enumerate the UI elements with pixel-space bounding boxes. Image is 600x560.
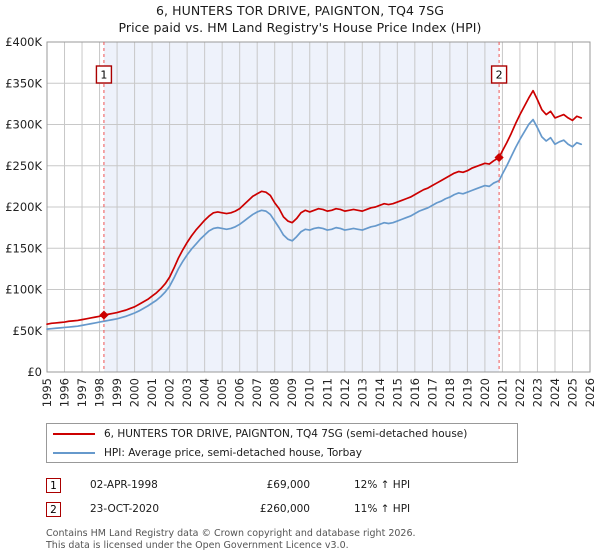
x-axis-tick-label: 2009 bbox=[285, 378, 299, 407]
x-axis-tick-label: 2010 bbox=[303, 378, 317, 407]
x-axis-tick-label: 2023 bbox=[530, 378, 544, 407]
y-axis-tick-label: £300K bbox=[5, 118, 42, 132]
y-axis-tick-label: £0 bbox=[27, 365, 42, 379]
x-axis-tick-label: 2019 bbox=[460, 378, 474, 407]
x-axis-tick-label: 2002 bbox=[163, 378, 177, 407]
transaction-price-1: £69,000 bbox=[266, 479, 310, 491]
x-axis-tick-label: 2011 bbox=[320, 378, 334, 407]
x-axis-tick-label: 1999 bbox=[110, 378, 124, 407]
footer-line-copyright: Contains HM Land Registry data © Crown c… bbox=[46, 528, 416, 539]
x-axis-tick-label: 2020 bbox=[478, 378, 492, 407]
x-axis-tick-label: 2008 bbox=[268, 378, 282, 407]
footer-line-licence: This data is licensed under the Open Gov… bbox=[46, 539, 349, 551]
legend-label-hpi: HPI: Average price, semi-detached house,… bbox=[104, 446, 362, 459]
x-axis-tick-label: 1998 bbox=[93, 378, 107, 407]
x-axis-tick-label: 2026 bbox=[583, 378, 597, 407]
table-row: 2 23-OCT-2020 £260,000 11% ↑ HPI bbox=[46, 497, 506, 521]
x-axis-tick-label: 2012 bbox=[338, 378, 352, 407]
x-axis-tick-label: 2021 bbox=[495, 378, 509, 407]
transaction-date-1: 02-APR-1998 bbox=[90, 479, 158, 491]
transaction-delta-2: 11% ↑ HPI bbox=[354, 503, 411, 515]
x-axis-tick-label: 2014 bbox=[373, 378, 387, 407]
x-axis-tick-label: 2016 bbox=[408, 378, 422, 407]
marker-point-1 bbox=[99, 310, 109, 320]
legend-item-hpi: HPI: Average price, semi-detached house,… bbox=[47, 443, 517, 462]
transactions-table: 1 02-APR-1998 £69,000 12% ↑ HPI 2 23-OCT… bbox=[46, 473, 506, 521]
chart-legend: 6, HUNTERS TOR DRIVE, PAIGNTON, TQ4 7SG … bbox=[46, 423, 518, 463]
x-axis-tick-label: 2018 bbox=[443, 378, 457, 407]
chart-title: 6, HUNTERS TOR DRIVE, PAIGNTON, TQ4 7SG bbox=[155, 3, 445, 18]
x-axis-tick-label: 2024 bbox=[548, 378, 562, 407]
plot-border bbox=[46, 41, 591, 373]
x-axis-tick-label: 1995 bbox=[40, 378, 54, 407]
footer-attribution: Contains HM Land Registry data © Crown c… bbox=[46, 528, 566, 551]
x-axis-tick-label: 2001 bbox=[145, 378, 159, 407]
x-axis-tick-label: 2005 bbox=[215, 378, 229, 407]
transaction-price-2: £260,000 bbox=[259, 503, 310, 515]
y-axis-tick-label: £350K bbox=[5, 76, 42, 90]
legend-item-property: 6, HUNTERS TOR DRIVE, PAIGNTON, TQ4 7SG … bbox=[47, 424, 517, 443]
marker-point-2 bbox=[494, 152, 504, 163]
legend-swatch-blue-icon bbox=[53, 451, 95, 454]
x-axis-tick-label: 2003 bbox=[180, 378, 194, 407]
y-axis-tick-label: £400K bbox=[5, 35, 42, 49]
transaction-date-2: 23-OCT-2020 bbox=[90, 503, 159, 515]
transaction-badge-2: 2 bbox=[46, 501, 61, 517]
marker-box-1 bbox=[95, 65, 113, 84]
legend-swatch-red-icon bbox=[53, 432, 95, 435]
transaction-badge-1: 1 bbox=[46, 477, 61, 493]
marker-label-2: 2 bbox=[496, 69, 503, 82]
y-axis-tick-label: £100K bbox=[5, 283, 42, 297]
x-axis-tick-label: 2007 bbox=[250, 378, 264, 407]
y-axis-tick-label: £250K bbox=[5, 159, 42, 173]
x-axis-tick-label: 1996 bbox=[58, 378, 72, 407]
x-axis-tick-label: 1997 bbox=[75, 378, 89, 407]
marker-label-1: 1 bbox=[100, 69, 107, 82]
y-axis-tick-label: £150K bbox=[5, 241, 42, 255]
legend-label-property: 6, HUNTERS TOR DRIVE, PAIGNTON, TQ4 7SG … bbox=[104, 427, 468, 440]
y-axis-tick-label: £50K bbox=[13, 324, 43, 338]
x-axis-tick-label: 2017 bbox=[425, 378, 439, 407]
chart-subtitle: Price paid vs. HM Land Registry's House … bbox=[118, 20, 482, 35]
x-axis-tick-label: 2015 bbox=[390, 378, 404, 407]
x-axis-tick-label: 2022 bbox=[513, 378, 527, 407]
series-line-property bbox=[46, 89, 583, 325]
x-axis-tick-label: 2000 bbox=[128, 378, 142, 407]
table-row: 1 02-APR-1998 £69,000 12% ↑ HPI bbox=[46, 473, 506, 497]
x-axis-tick-label: 2006 bbox=[233, 378, 247, 407]
marker-box-2 bbox=[490, 65, 508, 84]
x-axis-tick-label: 2025 bbox=[565, 378, 579, 407]
transaction-delta-1: 12% ↑ HPI bbox=[354, 479, 411, 491]
x-axis-tick-label: 2004 bbox=[198, 378, 212, 407]
price-history-chart: 1995 1996 1997 1998 1999 2000 2001 2002 2003 2004… bbox=[5, 35, 597, 407]
series-line-hpi bbox=[46, 118, 583, 330]
page-title: 6, HUNTERS TOR DRIVE, PAIGNTON, TQ4 7SG … bbox=[0, 2, 600, 36]
y-axis-tick-label: £200K bbox=[5, 200, 42, 214]
x-axis-tick-label: 2013 bbox=[355, 378, 369, 407]
